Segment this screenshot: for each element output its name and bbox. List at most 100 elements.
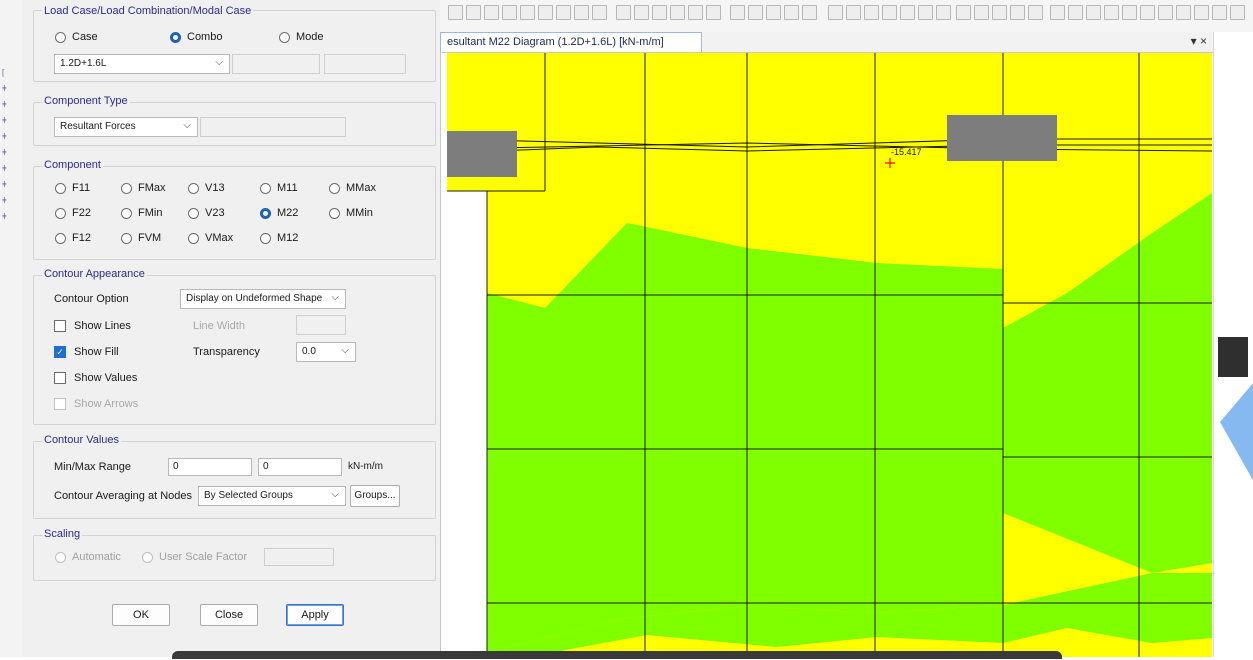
contour-fill-green-lower (487, 573, 1212, 657)
radio-fvm[interactable]: FVM (121, 232, 161, 244)
radio-v13[interactable]: V13 (188, 182, 225, 194)
min-range-field[interactable]: 0 (168, 458, 252, 476)
tab-window-controls[interactable]: ▾ × (1190, 34, 1207, 48)
toolbar-button-icon[interactable] (592, 5, 607, 20)
toolbar-button-icon[interactable] (802, 5, 817, 20)
radio-mmax[interactable]: MMax (329, 182, 376, 194)
strip-icon[interactable]: [ (2, 68, 5, 77)
strip-icon[interactable]: ǂ (2, 164, 7, 173)
radio-f11[interactable]: F11 (55, 182, 90, 194)
strip-icon[interactable]: ǂ (2, 132, 7, 141)
contour-option-select[interactable]: Display on Undeformed Shape ⌵ (180, 289, 346, 309)
strip-icon[interactable]: ǂ (2, 84, 7, 93)
combo-select[interactable]: 1.2D+1.6L ⌵ (54, 54, 230, 74)
toolbar-button-icon[interactable] (864, 5, 879, 20)
toolbar-button-icon[interactable] (538, 5, 553, 20)
toolbar-button-icon[interactable] (448, 5, 463, 20)
toolbar-button-icon[interactable] (1086, 5, 1101, 20)
toolbar-button-icon[interactable] (900, 5, 915, 20)
radio-fmax[interactable]: FMax (121, 182, 166, 194)
toolbar-button-icon[interactable] (784, 5, 799, 20)
radio-mmin[interactable]: MMin (329, 207, 373, 219)
radio-mode[interactable]: Mode (279, 31, 324, 43)
component-type-select[interactable]: Resultant Forces ⌵ (54, 117, 198, 137)
radio-vmax[interactable]: VMax (188, 232, 233, 244)
toolbar-button-icon[interactable] (1068, 5, 1083, 20)
strip-icon[interactable]: ǂ (2, 148, 7, 157)
groups-button[interactable]: Groups... (350, 485, 400, 507)
toolbar-button-icon[interactable] (616, 5, 631, 20)
toolbar-button-icon[interactable] (556, 5, 571, 20)
radio-fmin[interactable]: FMin (121, 207, 162, 219)
toolbar-button-icon[interactable] (502, 5, 517, 20)
radio-f12[interactable]: F12 (55, 232, 91, 244)
radio-m11[interactable]: M11 (260, 182, 298, 194)
radio-circle (121, 232, 132, 244)
chevron-down-icon: ⌵ (183, 120, 191, 131)
toolbar-button-icon[interactable] (918, 5, 933, 20)
show-lines-checkbox[interactable]: Show Lines (54, 320, 131, 332)
strip-icon[interactable]: ǂ (2, 180, 7, 189)
toolbar-button-icon[interactable] (634, 5, 649, 20)
m22-contour-diagram[interactable]: -15.417 (447, 53, 1212, 657)
show-values-checkbox[interactable]: Show Values (54, 372, 137, 384)
toolbar-button-icon[interactable] (730, 5, 745, 20)
toolbar-button-icon[interactable] (688, 5, 703, 20)
toolbar-button-icon[interactable] (974, 5, 989, 20)
toolbar-button-icon[interactable] (1104, 5, 1119, 20)
apply-button[interactable]: Apply (286, 604, 344, 626)
toolbar-button-icon[interactable] (1122, 5, 1137, 20)
toolbar-button-icon[interactable] (574, 5, 589, 20)
toolbar-button-icon[interactable] (520, 5, 535, 20)
toolbar-button-icon[interactable] (1176, 5, 1191, 20)
radio-v23[interactable]: V23 (188, 207, 225, 219)
toolbar-button-icon[interactable] (466, 5, 481, 20)
radio-combo[interactable]: Combo (170, 31, 222, 43)
show-fill-checkbox[interactable]: ✓ Show Fill (54, 346, 119, 358)
chevron-down-icon: ⌵ (341, 345, 349, 356)
min-max-range-label: Min/Max Range (54, 461, 132, 473)
3d-model-preview (1218, 337, 1253, 481)
checkbox-box (54, 398, 66, 410)
toolbar-button-icon[interactable] (1140, 5, 1155, 20)
toolbar-button-icon[interactable] (1158, 5, 1173, 20)
radio-m12[interactable]: M12 (260, 232, 298, 244)
close-button[interactable]: Close (200, 604, 258, 626)
toolbar-button-icon[interactable] (956, 5, 971, 20)
toolbar-button-icon[interactable] (846, 5, 861, 20)
right-3d-view-panel[interactable] (1213, 32, 1253, 657)
contour-averaging-select[interactable]: By Selected Groups ⌵ (198, 486, 346, 506)
toolbar-button-icon[interactable] (1010, 5, 1025, 20)
toolbar-button-icon[interactable] (828, 5, 843, 20)
radio-label: F11 (72, 182, 91, 194)
toolbar-button-icon[interactable] (670, 5, 685, 20)
radio-f22[interactable]: F22 (55, 207, 91, 219)
toolbar-button-icon[interactable] (1028, 5, 1043, 20)
toolbar-button-icon[interactable] (1230, 5, 1245, 20)
toolbar-button-icon[interactable] (766, 5, 781, 20)
radio-m22[interactable]: M22 (260, 207, 298, 219)
toolbar-button-icon[interactable] (706, 5, 721, 20)
transparency-select[interactable]: 0.0 ⌵ (296, 342, 356, 362)
radio-label: F12 (72, 232, 91, 244)
checkmark-icon: ✓ (54, 346, 66, 358)
toolbar-button-icon[interactable] (748, 5, 763, 20)
radio-label: User Scale Factor (159, 551, 248, 563)
toolbar-button-icon[interactable] (992, 5, 1007, 20)
tab-resultant-m22-diagram[interactable]: esultant M22 Diagram (1.2D+1.6L) [kN-m/m… (440, 32, 702, 52)
strip-icon[interactable]: ǂ (2, 116, 7, 125)
strip-icon[interactable]: ǂ (2, 212, 7, 221)
toolbar-button-icon[interactable] (1212, 5, 1227, 20)
toolbar-button-icon[interactable] (1194, 5, 1209, 20)
toolbar-button-icon[interactable] (484, 5, 499, 20)
strip-icon[interactable]: ǂ (2, 196, 7, 205)
strip-icon[interactable]: ǂ (2, 100, 7, 109)
ok-button[interactable]: OK (112, 604, 170, 626)
max-range-field[interactable]: 0 (258, 458, 342, 476)
radio-case[interactable]: Case (55, 31, 98, 43)
toolbar-button-icon[interactable] (652, 5, 667, 20)
toolbar-button-icon[interactable] (882, 5, 897, 20)
component-type-aux (200, 117, 346, 137)
toolbar-button-icon[interactable] (936, 5, 951, 20)
toolbar-button-icon[interactable] (1050, 5, 1065, 20)
